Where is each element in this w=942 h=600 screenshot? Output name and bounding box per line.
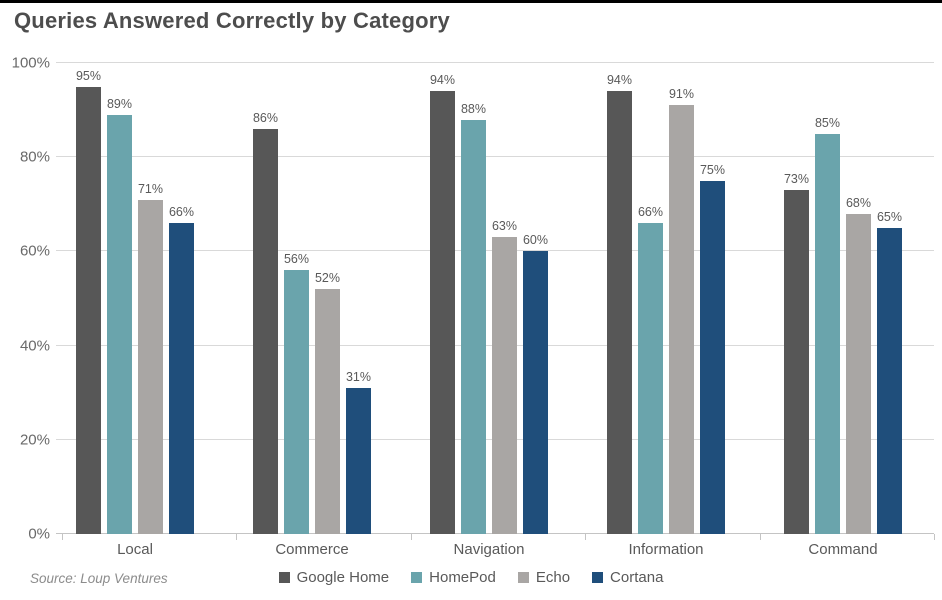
x-axis-tick: [236, 534, 238, 540]
bar: 31%: [346, 370, 371, 534]
x-axis-labels: Local Commerce Navigation Information Comman…: [62, 541, 934, 561]
bar-value-label: 86%: [252, 110, 279, 125]
x-axis-tick: [759, 534, 761, 540]
y-tick-label: 40%: [19, 337, 50, 355]
bar: 91%: [669, 87, 694, 534]
bar: 88%: [461, 102, 486, 534]
bar: 71%: [138, 182, 163, 534]
bar-value-label: 63%: [491, 219, 518, 234]
y-tick-label: 0%: [28, 525, 50, 543]
bar-group: 95% 89% 71% 66%: [76, 63, 194, 534]
bar: 52%: [315, 271, 340, 534]
bar-group: 73% 85% 68% 65%: [784, 63, 902, 534]
bar-value-label: 95%: [75, 68, 102, 83]
bar-value-label: 94%: [429, 73, 456, 88]
bar: 94%: [607, 73, 632, 534]
legend-item: HomePod: [411, 569, 496, 586]
plot-area: 95% 89% 71% 66% 86% 56% 52% 31% 94% 88% 63% 60% 94% 6…: [56, 62, 935, 540]
bar: 86%: [253, 111, 278, 534]
bar-group: 94% 88% 63% 60%: [430, 63, 548, 534]
y-tick-label: 80%: [19, 148, 50, 166]
top-border: [0, 0, 942, 3]
legend-swatch: [517, 572, 529, 583]
bar: 85%: [815, 116, 840, 534]
y-tick-label: 100%: [11, 54, 50, 72]
x-category-label: Command: [808, 541, 878, 558]
bar: 56%: [284, 252, 309, 534]
bar-value-label: 66%: [168, 205, 195, 220]
bar: 94%: [430, 73, 455, 534]
bar-value-label: 89%: [106, 96, 133, 111]
bar-value-label: 94%: [606, 73, 633, 88]
legend-label: Cortana: [610, 569, 664, 586]
legend-swatch: [278, 572, 290, 583]
bar: 73%: [784, 172, 809, 534]
bar-value-label: 65%: [876, 209, 903, 224]
x-category-label: Navigation: [453, 541, 525, 558]
bar: 95%: [76, 69, 101, 534]
bar-value-label: 56%: [283, 252, 310, 267]
bar-group: 86% 56% 52% 31%: [253, 63, 371, 534]
x-axis-tick: [62, 534, 63, 540]
bar-value-label: 66%: [637, 205, 664, 220]
bar: 68%: [846, 196, 871, 534]
legend-swatch: [411, 572, 423, 583]
legend: Google Home HomePod Echo Cortana: [0, 569, 942, 586]
legend-item: Echo: [517, 569, 571, 586]
bar-group: 94% 66% 91% 75%: [607, 63, 725, 534]
legend-label: Google Home: [296, 569, 390, 586]
bar: 65%: [877, 210, 902, 534]
bar-value-label: 60%: [522, 233, 549, 248]
bar: 60%: [523, 233, 548, 534]
legend-label: HomePod: [429, 569, 496, 586]
x-category-label: Information: [628, 541, 704, 558]
y-tick-label: 60%: [19, 242, 50, 260]
bar: 66%: [638, 205, 663, 534]
bar-value-label: 91%: [668, 87, 695, 102]
bar-value-label: 85%: [814, 115, 841, 130]
y-axis: 0% 20% 40% 60% 80% 100%: [0, 55, 50, 543]
legend-item: Google Home: [278, 569, 390, 586]
bar-value-label: 73%: [783, 172, 810, 187]
x-category-label: Local: [117, 541, 153, 558]
bar: 66%: [169, 205, 194, 534]
y-tick-label: 20%: [19, 431, 50, 449]
x-axis-tick: [410, 534, 412, 540]
x-category-label: Commerce: [275, 541, 349, 558]
bar-value-label: 71%: [137, 181, 164, 196]
source-note: Source: Loup Ventures: [30, 571, 168, 586]
bar: 75%: [700, 163, 725, 534]
bar-value-label: 52%: [314, 271, 341, 286]
x-axis-tick: [934, 534, 935, 540]
bar-value-label: 75%: [699, 162, 726, 177]
legend-swatch: [592, 572, 604, 583]
bar: 63%: [492, 219, 517, 534]
legend-item: Cortana: [592, 569, 663, 586]
bar-value-label: 31%: [345, 370, 372, 384]
bar-value-label: 88%: [460, 101, 487, 116]
chart-title: Queries Answered Correctly by Category: [14, 8, 450, 33]
x-axis-tick: [585, 534, 587, 540]
legend-label: Echo: [535, 569, 571, 586]
bar: 89%: [107, 97, 132, 534]
bar-value-label: 68%: [845, 195, 872, 210]
